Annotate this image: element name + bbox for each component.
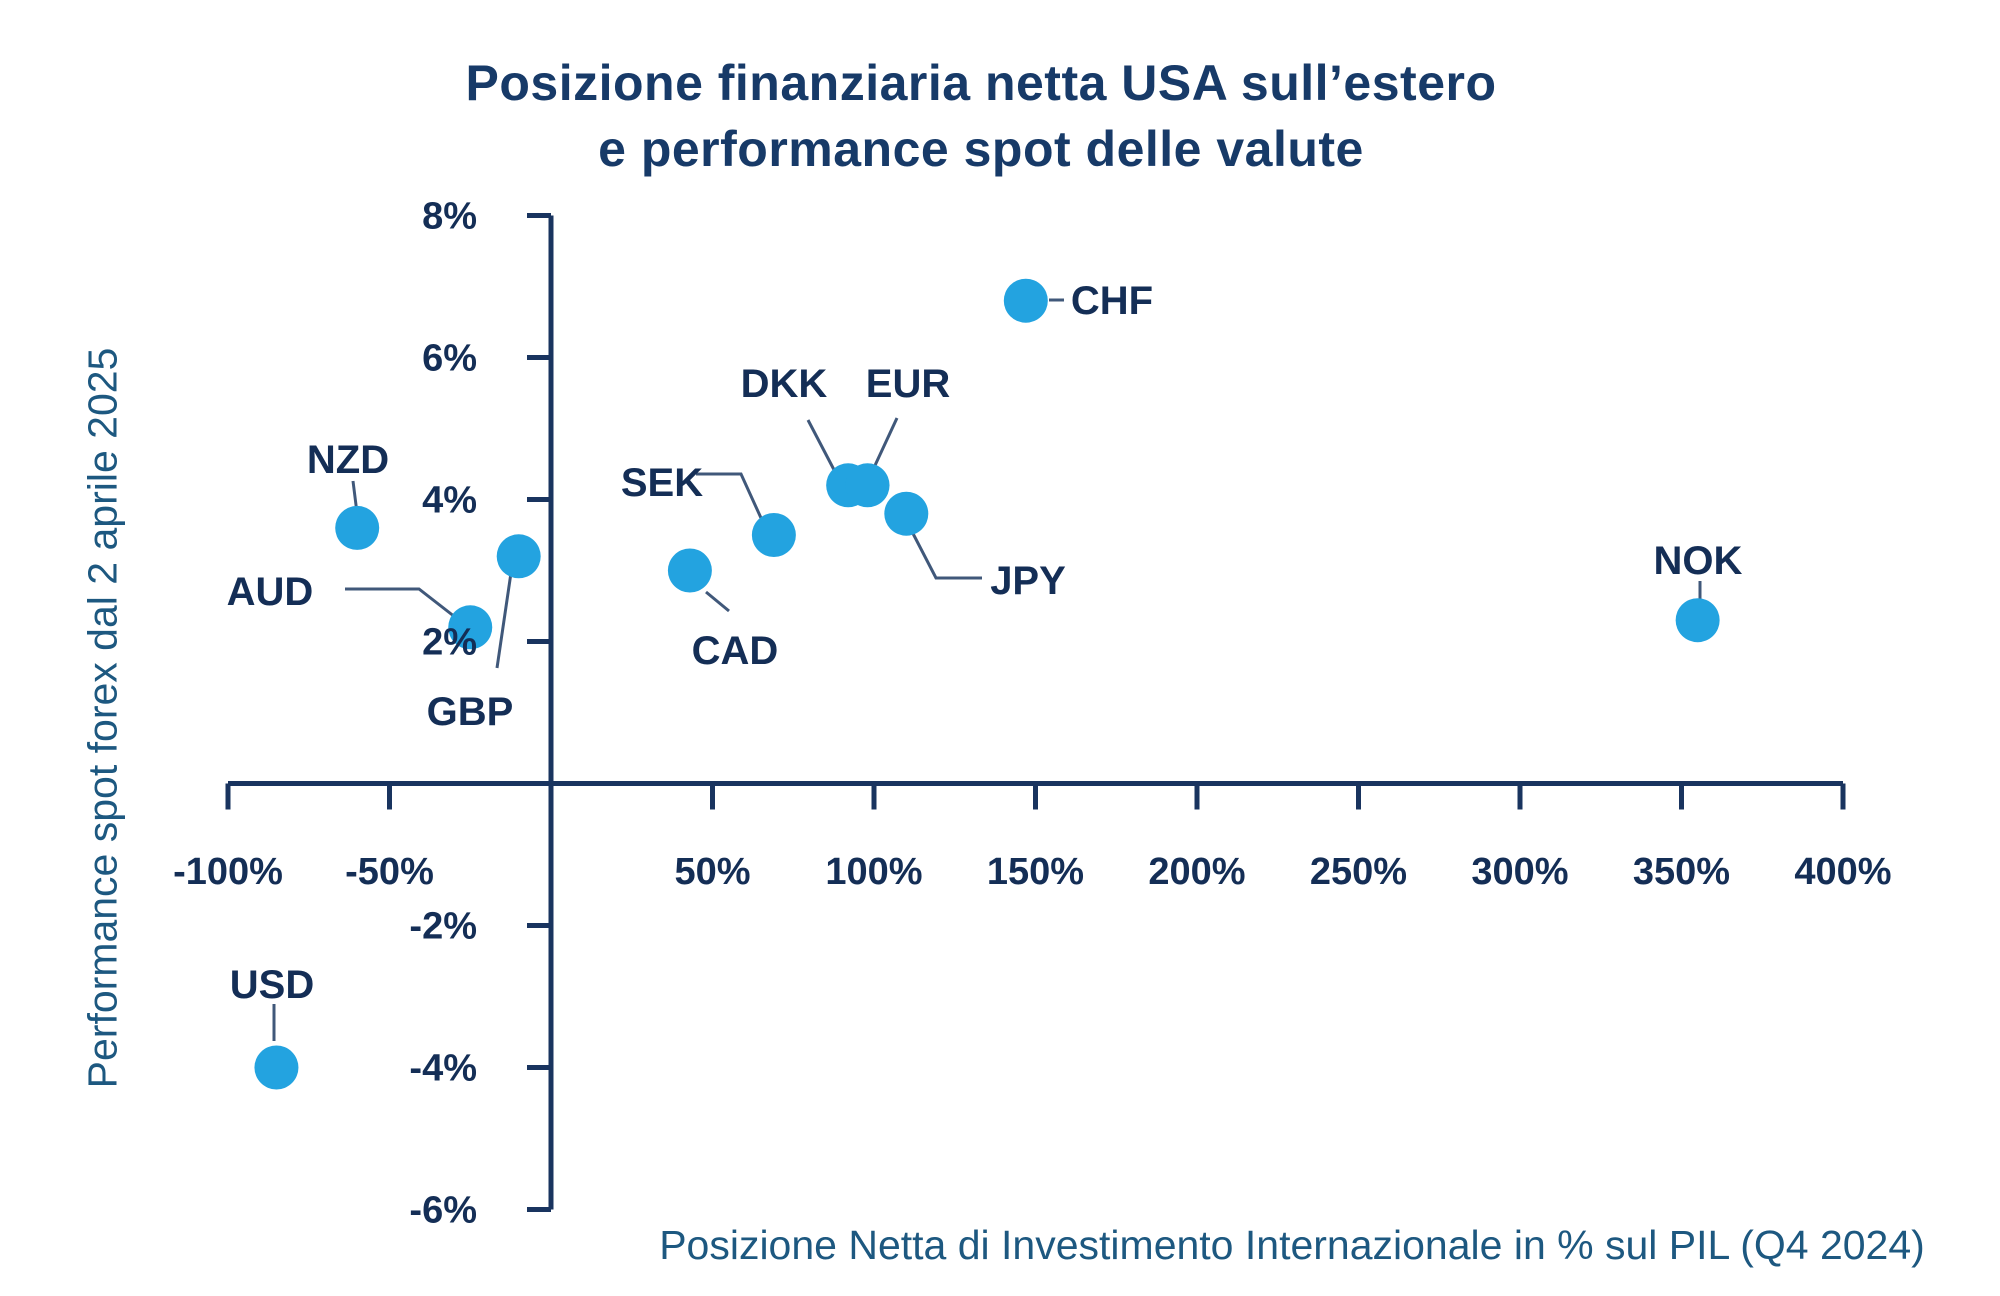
label-EUR: EUR (866, 362, 951, 406)
y-tick-label-4%: 4% (422, 480, 477, 522)
label-JPY: JPY (990, 559, 1066, 603)
x-tick-label-350%: 350% (1633, 851, 1730, 893)
x-tick-label--100%: -100% (173, 851, 283, 893)
label-NZD: NZD (307, 438, 389, 482)
x-tick-label-100%: 100% (825, 851, 922, 893)
x-axis-caption: Posizione Netta di Investimento Internaz… (659, 1222, 1925, 1268)
dot-NOK (1675, 598, 1720, 643)
y-tick-label-2%: 2% (422, 622, 477, 664)
y-tick-label-6%: 6% (422, 338, 477, 380)
dot-USD (254, 1045, 299, 1090)
connector-GBP (495, 565, 514, 669)
dot-GBP (496, 534, 541, 579)
x-tick-label-200%: 200% (1148, 851, 1245, 893)
dot-SEK (751, 513, 796, 557)
dot-NZD (335, 505, 380, 550)
y-tick-label--2%: -2% (409, 906, 477, 948)
connector-JPY (904, 519, 982, 580)
y-tick-label-8%: 8% (422, 196, 477, 238)
y-tick-label--6%: -6% (409, 1190, 477, 1232)
label-SEK: SEK (621, 461, 703, 505)
label-USD: USD (230, 963, 314, 1007)
x-tick-label-150%: 150% (987, 851, 1084, 893)
dot-EUR (845, 463, 890, 508)
label-AUD: AUD (227, 570, 314, 614)
x-tick-label-50%: 50% (674, 851, 750, 893)
label-DKK: DKK (741, 362, 828, 406)
label-CHF: CHF (1071, 279, 1153, 323)
dot-AUD (448, 605, 493, 650)
label-GBP: GBP (427, 690, 514, 734)
x-tick-label--50%: -50% (345, 851, 434, 893)
y-tick-label--4%: -4% (409, 1048, 477, 1090)
dot-CAD (667, 548, 712, 593)
dot-CHF (1003, 278, 1048, 323)
connector-CAD (705, 590, 730, 613)
chart-title: Posizione finanziaria netta USA sull’est… (0, 50, 1962, 182)
chart-title-line1: Posizione finanziaria netta USA sull’est… (465, 55, 1497, 111)
label-CAD: CAD (692, 629, 779, 673)
x-tick-label-250%: 250% (1310, 851, 1407, 893)
label-NOK: NOK (1654, 539, 1743, 583)
dot-JPY (884, 491, 929, 536)
chart-title-line2: e performance spot delle valute (598, 121, 1364, 177)
x-tick-label-400%: 400% (1794, 851, 1891, 893)
x-tick-label-300%: 300% (1471, 851, 1568, 893)
y-axis-caption: Performance spot forex dal 2 aprile 2025 (79, 347, 126, 1089)
connector-AUD (345, 587, 465, 626)
